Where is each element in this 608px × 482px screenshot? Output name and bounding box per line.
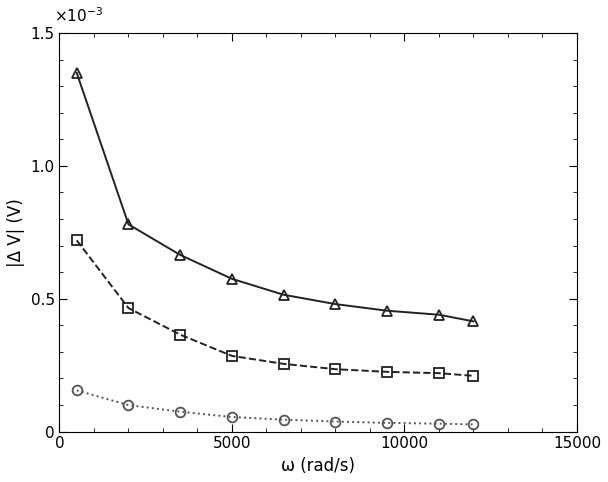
- Y-axis label: |Δ V| (V): |Δ V| (V): [7, 198, 25, 267]
- X-axis label: ω (rad/s): ω (rad/s): [282, 457, 355, 475]
- Text: $\times 10^{-3}$: $\times 10^{-3}$: [54, 6, 103, 25]
